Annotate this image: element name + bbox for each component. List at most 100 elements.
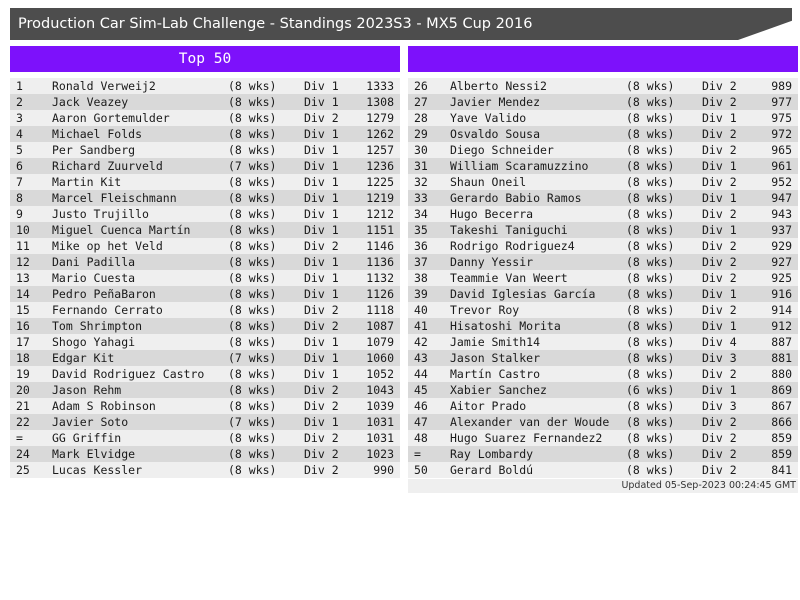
standings-row[interactable]: 12 Dani Padilla (8 wks) Div 1 1136 — [10, 254, 400, 270]
standings-row[interactable]: 1 Ronald Verweij2 (8 wks) Div 1 1333 — [10, 78, 400, 94]
standings-row[interactable]: 19 David Rodriguez Castro (8 wks) Div 1 1052 — [10, 366, 400, 382]
row-points: 943 — [771, 207, 792, 221]
row-driver: Jack Veazey — [52, 95, 129, 109]
row-rank: 22 — [16, 415, 30, 429]
row-weeks: (8 wks) — [626, 143, 675, 157]
row-weeks: (8 wks) — [228, 175, 277, 189]
row-weeks: (8 wks) — [626, 271, 675, 285]
row-division: Div 1 — [304, 127, 339, 141]
standings-row[interactable]: 2 Jack Veazey (8 wks) Div 1 1308 — [10, 94, 400, 110]
row-points: 927 — [771, 255, 792, 269]
standings-row[interactable]: 35 Takeshi Taniguchi (8 wks) Div 1 937 — [408, 222, 798, 238]
standings-row[interactable]: 5 Per Sandberg (8 wks) Div 1 1257 — [10, 142, 400, 158]
standings-row[interactable]: 50 Gerard Boldú (8 wks) Div 2 841 — [408, 462, 798, 478]
standings-row[interactable]: 9 Justo Trujillo (8 wks) Div 1 1212 — [10, 206, 400, 222]
standings-row[interactable]: 27 Javier Mendez (8 wks) Div 2 977 — [408, 94, 798, 110]
row-points: 1151 — [366, 223, 394, 237]
row-rank: 31 — [414, 159, 428, 173]
standings-row[interactable]: 42 Jamie Smith14 (8 wks) Div 4 887 — [408, 334, 798, 350]
row-rank: 10 — [16, 223, 30, 237]
row-rank: 32 — [414, 175, 428, 189]
row-rank: 45 — [414, 383, 428, 397]
standings-row[interactable]: 46 Aitor Prado (8 wks) Div 3 867 — [408, 398, 798, 414]
standings-row[interactable]: 15 Fernando Cerrato (8 wks) Div 2 1118 — [10, 302, 400, 318]
row-weeks: (8 wks) — [626, 319, 675, 333]
row-points: 1262 — [366, 127, 394, 141]
standings-row[interactable]: 10 Miguel Cuenca Martín (8 wks) Div 1 1151 — [10, 222, 400, 238]
standings-row[interactable]: 39 David Iglesias García (8 wks) Div 1 916 — [408, 286, 798, 302]
standings-row[interactable]: 28 Yave Valido (8 wks) Div 1 975 — [408, 110, 798, 126]
row-division: Div 2 — [304, 111, 339, 125]
row-driver: Dani Padilla — [52, 255, 136, 269]
standings-row[interactable]: 40 Trevor Roy (8 wks) Div 2 914 — [408, 302, 798, 318]
row-rank: 37 — [414, 255, 428, 269]
standings-row[interactable]: 20 Jason Rehm (8 wks) Div 2 1043 — [10, 382, 400, 398]
standings-row[interactable]: 7 Martin Kit (8 wks) Div 1 1225 — [10, 174, 400, 190]
standings-row[interactable]: 25 Lucas Kessler (8 wks) Div 2 990 — [10, 462, 400, 478]
row-weeks: (8 wks) — [228, 143, 277, 157]
row-driver: GG Griffin — [52, 431, 122, 445]
standings-row[interactable]: 45 Xabier Sanchez (6 wks) Div 1 869 — [408, 382, 798, 398]
standings-row[interactable]: 38 Teammie Van Weert (8 wks) Div 2 925 — [408, 270, 798, 286]
standings-row[interactable]: 6 Richard Zuurveld (7 wks) Div 1 1236 — [10, 158, 400, 174]
row-points: 916 — [771, 287, 792, 301]
standings-row[interactable]: 47 Alexander van der Woude (8 wks) Div 2 866 — [408, 414, 798, 430]
standings-row[interactable]: 30 Diego Schneider (8 wks) Div 2 965 — [408, 142, 798, 158]
row-driver: Xabier Sanchez — [450, 383, 547, 397]
row-driver: Aaron Gortemulder — [52, 111, 170, 125]
standings-row[interactable]: 18 Edgar Kit (7 wks) Div 1 1060 — [10, 350, 400, 366]
row-weeks: (8 wks) — [228, 335, 277, 349]
standings-row[interactable]: 48 Hugo Suarez Fernandez2 (8 wks) Div 2 859 — [408, 430, 798, 446]
standings-row[interactable]: 17 Shogo Yahagi (8 wks) Div 1 1079 — [10, 334, 400, 350]
window-title-bar: Production Car Sim-Lab Challenge - Stand… — [10, 8, 792, 40]
row-rank: 15 — [16, 303, 30, 317]
standings-row[interactable]: 11 Mike op het Veld (8 wks) Div 2 1146 — [10, 238, 400, 254]
row-points: 1079 — [366, 335, 394, 349]
row-weeks: (6 wks) — [626, 383, 675, 397]
row-points: 1039 — [366, 399, 394, 413]
row-driver: Teammie Van Weert — [450, 271, 568, 285]
standings-row[interactable]: 32 Shaun Oneil (8 wks) Div 2 952 — [408, 174, 798, 190]
standings-row[interactable]: 16 Tom Shrimpton (8 wks) Div 2 1087 — [10, 318, 400, 334]
row-weeks: (8 wks) — [626, 447, 675, 461]
standings-row[interactable]: 13 Mario Cuesta (8 wks) Div 1 1132 — [10, 270, 400, 286]
standings-row[interactable]: 41 Hisatoshi Morita (8 wks) Div 1 912 — [408, 318, 798, 334]
standings-row[interactable]: 26 Alberto Nessi2 (8 wks) Div 2 989 — [408, 78, 798, 94]
row-points: 1279 — [366, 111, 394, 125]
standings-row[interactable]: 8 Marcel Fleischmann (8 wks) Div 1 1219 — [10, 190, 400, 206]
standings-row[interactable]: = Ray Lombardy (8 wks) Div 2 859 — [408, 446, 798, 462]
standings-row[interactable]: 33 Gerardo Babio Ramos (8 wks) Div 1 947 — [408, 190, 798, 206]
row-rank: 11 — [16, 239, 30, 253]
standings-row[interactable]: 36 Rodrigo Rodriguez4 (8 wks) Div 2 929 — [408, 238, 798, 254]
standings-row[interactable]: 22 Javier Soto (7 wks) Div 1 1031 — [10, 414, 400, 430]
row-weeks: (7 wks) — [228, 415, 277, 429]
row-driver: Jason Stalker — [450, 351, 541, 365]
row-weeks: (8 wks) — [626, 287, 675, 301]
row-points: 1023 — [366, 447, 394, 461]
standings-row[interactable]: 21 Adam S Robinson (8 wks) Div 2 1039 — [10, 398, 400, 414]
standings-row[interactable]: = GG Griffin (8 wks) Div 2 1031 — [10, 430, 400, 446]
row-weeks: (8 wks) — [228, 111, 277, 125]
row-points: 912 — [771, 319, 792, 333]
row-points: 914 — [771, 303, 792, 317]
row-division: Div 1 — [702, 191, 737, 205]
row-rank: 42 — [414, 335, 428, 349]
row-rank: 8 — [16, 191, 23, 205]
standings-row[interactable]: 31 William Scaramuzzino (8 wks) Div 1 961 — [408, 158, 798, 174]
standings-row[interactable]: 14 Pedro PeñaBaron (8 wks) Div 1 1126 — [10, 286, 400, 302]
standings-row[interactable]: 3 Aaron Gortemulder (8 wks) Div 2 1279 — [10, 110, 400, 126]
row-driver: Aitor Prado — [450, 399, 527, 413]
row-division: Div 1 — [304, 79, 339, 93]
standings-row[interactable]: 4 Michael Folds (8 wks) Div 1 1262 — [10, 126, 400, 142]
panel-header-left: Top 50 — [10, 46, 400, 72]
standings-row[interactable]: 34 Hugo Becerra (8 wks) Div 2 943 — [408, 206, 798, 222]
standings-row[interactable]: 44 Martín Castro (8 wks) Div 2 880 — [408, 366, 798, 382]
standings-row[interactable]: 24 Mark Elvidge (8 wks) Div 2 1023 — [10, 446, 400, 462]
standings-row[interactable]: 43 Jason Stalker (8 wks) Div 3 881 — [408, 350, 798, 366]
standings-row[interactable]: 29 Osvaldo Sousa (8 wks) Div 2 972 — [408, 126, 798, 142]
row-rank: 14 — [16, 287, 30, 301]
row-rank: 28 — [414, 111, 428, 125]
row-driver: Fernando Cerrato — [52, 303, 163, 317]
standings-row[interactable]: 37 Danny Yessir (8 wks) Div 2 927 — [408, 254, 798, 270]
row-driver: Javier Soto — [52, 415, 129, 429]
